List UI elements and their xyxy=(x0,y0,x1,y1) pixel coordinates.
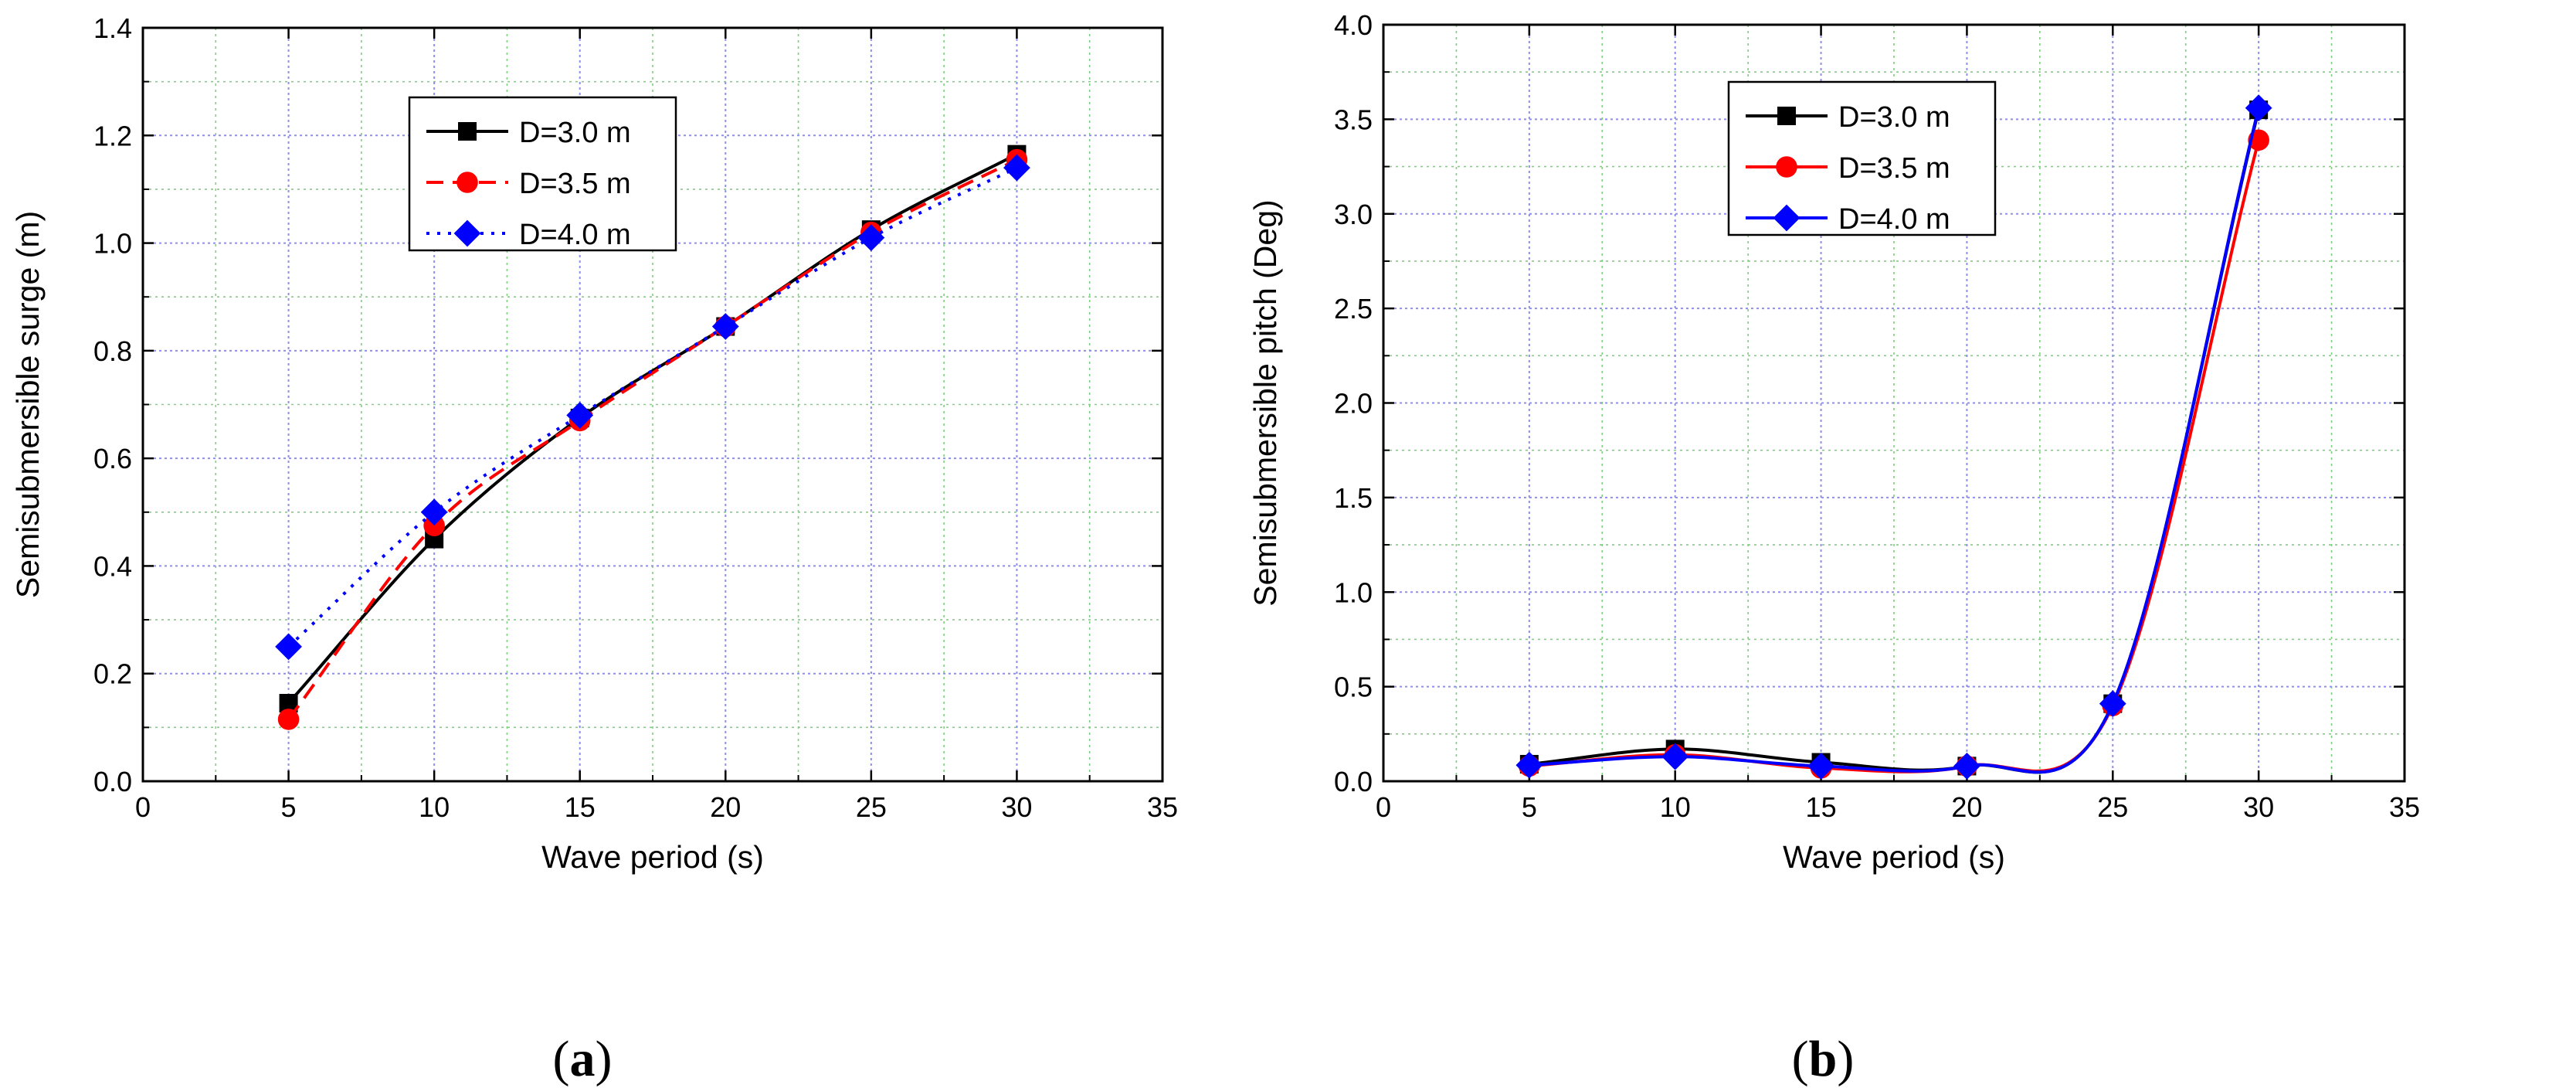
y-tick-label: 1.0 xyxy=(93,228,132,260)
data-point-marker xyxy=(2099,690,2126,718)
legend-marker xyxy=(458,122,477,141)
legend: D=3.0 m D=3.5 m D=4.0 m xyxy=(408,96,677,252)
chart-a-surge: 0 5 10 15 20 25 30 35 0.0 0.2 0.4 0.6 0.8 1.0 1.2 1.4 Wa… xyxy=(10,12,1178,1087)
series-line xyxy=(287,152,1018,705)
data-point-marker xyxy=(711,313,739,340)
caption-close-paren: ) xyxy=(596,1031,613,1087)
legend-marker xyxy=(1773,204,1800,232)
panel-caption: (a) xyxy=(553,1031,613,1087)
caption-close-paren: ) xyxy=(1837,1031,1854,1087)
x-tick-label: 10 xyxy=(419,791,450,823)
data-point-marker xyxy=(423,515,445,536)
x-tick-label: 35 xyxy=(2389,791,2420,823)
data-point-marker xyxy=(1953,753,1980,780)
y-tick-label: 0.0 xyxy=(1334,766,1373,797)
legend-box xyxy=(1727,80,1997,236)
y-tick-label: 0.8 xyxy=(93,335,132,367)
y-axis-title: Semisubmersible surge (m) xyxy=(10,211,46,598)
y-tick-label: 1.5 xyxy=(1334,482,1373,514)
caption-letter: a xyxy=(570,1031,596,1087)
legend-label: D=3.0 m xyxy=(519,117,631,149)
x-tick-label: 30 xyxy=(1001,791,1032,823)
x-tick-label: 25 xyxy=(2097,791,2128,823)
caption-open-paren: ( xyxy=(1792,1031,1809,1087)
data-point-marker xyxy=(1807,753,1834,780)
y-tick-label: 0.0 xyxy=(93,766,132,797)
x-tick-label: 20 xyxy=(1951,791,1982,823)
data-point-marker xyxy=(277,709,300,730)
data-point-marker xyxy=(857,224,885,252)
x-tick-label: 35 xyxy=(1147,791,1178,823)
y-tick-label: 3.0 xyxy=(1334,199,1373,230)
legend-label: D=4.0 m xyxy=(1838,203,1950,236)
data-point-marker xyxy=(1003,154,1030,182)
legend-label: D=3.5 m xyxy=(519,168,631,200)
data-point-marker xyxy=(1661,743,1689,770)
legend-box xyxy=(408,96,677,252)
x-tick-label: 5 xyxy=(281,791,297,823)
data-point-marker xyxy=(566,402,594,429)
series-line xyxy=(287,158,1018,721)
caption-letter: b xyxy=(1809,1031,1838,1087)
x-tick-label: 0 xyxy=(135,791,151,823)
legend-label: D=3.0 m xyxy=(1838,101,1950,134)
x-tick-label: 0 xyxy=(1376,791,1391,823)
legend: D=3.0 m D=3.5 m D=4.0 m xyxy=(1727,80,1997,236)
x-tick-label: 10 xyxy=(1660,791,1691,823)
y-tick-label: 2.0 xyxy=(1334,388,1373,420)
y-tick-label: 1.4 xyxy=(93,12,132,44)
y-axis-title: Semisubmersible pitch (Deg) xyxy=(1247,199,1283,606)
x-tick-label: 15 xyxy=(1806,791,1837,823)
y-tick-label: 0.6 xyxy=(93,443,132,474)
x-tick-label: 20 xyxy=(710,791,741,823)
y-tick-label: 0.4 xyxy=(93,550,132,582)
y-tick-label: 0.5 xyxy=(1334,672,1373,703)
legend-marker xyxy=(453,219,481,247)
legend-marker xyxy=(456,172,478,193)
x-tick-label: 5 xyxy=(1522,791,1537,823)
chart-b-pitch: 0 5 10 15 20 25 30 35 0.0 0.5 1.0 1.5 2.0 2.5 3.0 3.5 4.… xyxy=(1247,9,2420,1087)
y-tick-label: 3.5 xyxy=(1334,104,1373,135)
y-tick-label: 2.5 xyxy=(1334,293,1373,325)
x-axis-title: Wave period (s) xyxy=(541,839,764,875)
legend-marker xyxy=(1776,156,1797,178)
x-tick-label: 15 xyxy=(565,791,596,823)
y-tick-label: 0.2 xyxy=(93,658,132,690)
panel-caption: (b) xyxy=(1792,1031,1855,1087)
legend-label: D=4.0 m xyxy=(519,219,631,251)
data-point-marker xyxy=(420,498,448,526)
x-tick-label: 25 xyxy=(856,791,887,823)
y-tick-label: 1.2 xyxy=(93,120,132,151)
data-point-marker xyxy=(1515,751,1543,779)
legend-label: D=3.5 m xyxy=(1838,152,1950,185)
y-tick-label: 1.0 xyxy=(1334,576,1373,608)
x-tick-label: 30 xyxy=(2243,791,2274,823)
data-point-marker xyxy=(275,633,302,661)
data-point-marker xyxy=(2245,94,2272,122)
x-axis-title: Wave period (s) xyxy=(1783,839,2005,875)
legend-marker xyxy=(1777,107,1796,125)
caption-open-paren: ( xyxy=(553,1031,570,1087)
y-tick-label: 4.0 xyxy=(1334,9,1373,41)
